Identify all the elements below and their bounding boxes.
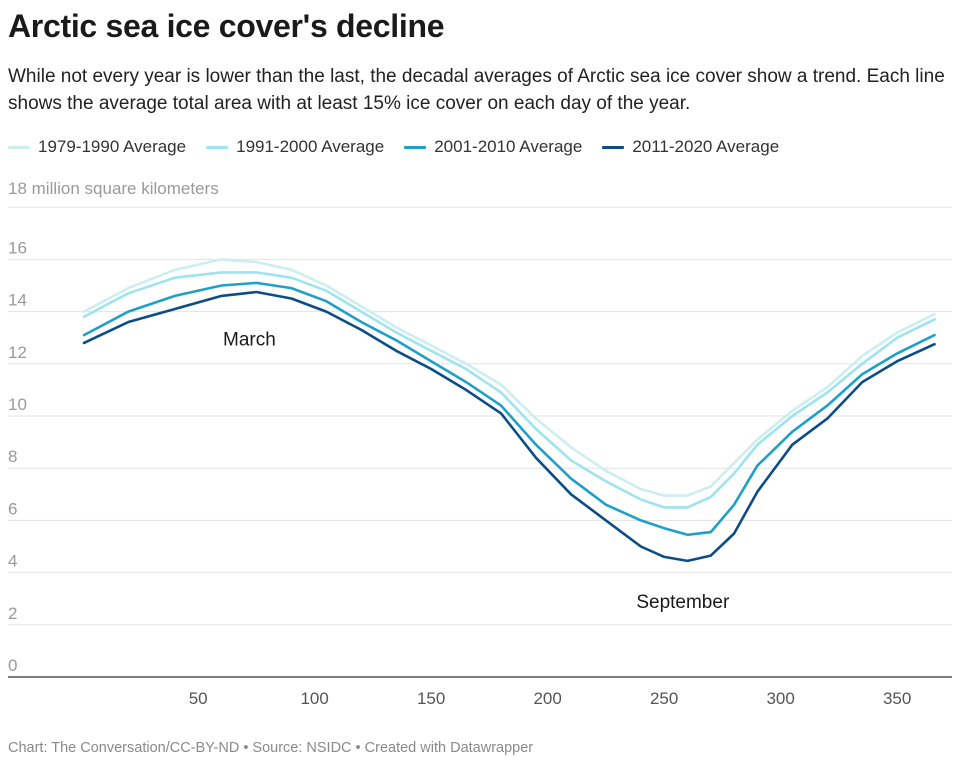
y-tick-label: 0 — [8, 656, 17, 675]
series-line-4 — [82, 290, 936, 563]
x-tick-label: 150 — [417, 689, 445, 708]
y-axis-unit-label: 18 million square kilometers — [8, 179, 219, 198]
y-tick-label: 4 — [8, 552, 17, 571]
line-chart: 0 2 4 6 8 10 12 14 16 50 100 150 200 250 300 350 March Se… — [8, 206, 952, 708]
chart-title: Arctic sea ice cover's decline — [8, 8, 445, 44]
y-tick-label: 14 — [8, 291, 27, 310]
legend-swatch — [8, 145, 30, 149]
y-tick-label: 8 — [8, 447, 17, 466]
chart-footer-credit: Chart: The Conversation/CC-BY-ND • Sourc… — [8, 740, 534, 756]
legend-label: 1991-2000 Average — [236, 137, 385, 156]
series-line-1 — [82, 258, 936, 497]
legend-label: 2011-2020 Average — [632, 137, 780, 156]
y-tick-label: 6 — [8, 499, 17, 518]
legend-item: 2011-2020 Average — [602, 137, 779, 157]
x-tick-label: 100 — [300, 689, 328, 708]
x-tick-label: 50 — [189, 689, 208, 708]
annotation-label: March — [223, 330, 276, 351]
y-tick-label: 2 — [8, 604, 17, 623]
legend-swatch — [404, 145, 427, 149]
legend-item: 2001-2010 Average — [404, 137, 582, 157]
legend-swatch — [602, 145, 625, 149]
legend-swatch — [206, 145, 229, 149]
legend-label: 1979-1990 Average — [38, 137, 187, 156]
chart-subtitle: While not every year is lower than the l… — [8, 66, 945, 114]
legend-label: 2001-2010 Average — [434, 137, 583, 156]
series-line-2 — [82, 271, 936, 509]
x-tick-label: 350 — [883, 689, 911, 708]
x-tick-label: 250 — [650, 689, 678, 708]
x-tick-label: 300 — [766, 689, 794, 708]
y-tick-label: 10 — [8, 395, 27, 414]
series-line-3 — [82, 281, 936, 537]
y-tick-label: 12 — [8, 343, 27, 362]
x-tick-label: 200 — [533, 689, 561, 708]
legend-item: 1979-1990 Average — [8, 137, 186, 157]
y-tick-label: 16 — [8, 238, 27, 257]
legend-item: 1991-2000 Average — [206, 137, 384, 157]
annotation-label: September — [636, 592, 730, 613]
chart-legend: 1979-1990 Average 1991-2000 Average 2001-2… — [8, 137, 799, 157]
